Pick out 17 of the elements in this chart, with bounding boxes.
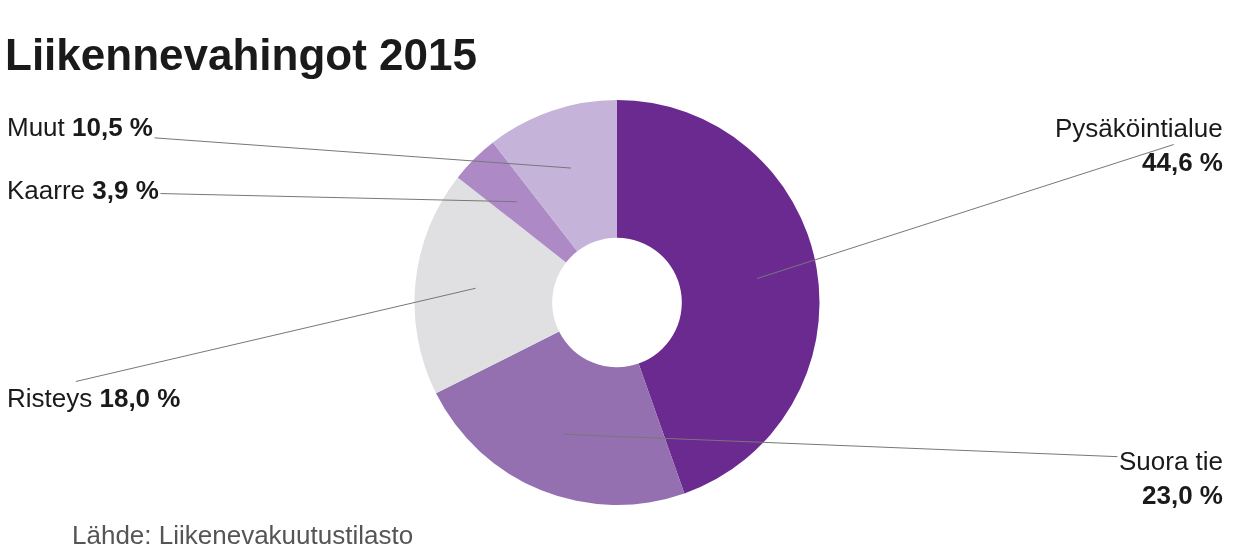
slice-label: Muut (7, 112, 65, 142)
data-label: 44,6 % (1142, 147, 1223, 177)
slice-label: Risteys (7, 383, 93, 413)
data-label: 10,5 % (72, 112, 153, 142)
donut-slice (492, 100, 617, 252)
donut-slice (414, 177, 567, 394)
slice-label: Suora tie (1119, 446, 1224, 476)
donut-slice (457, 142, 578, 263)
data-label: 3,9 % (92, 175, 159, 205)
text: Lähde: Liikenevakuutustilasto (72, 520, 414, 550)
slice-label: Pysäköintialue (1055, 113, 1223, 143)
donut-slice (617, 100, 820, 494)
data-label: 23,0 % (1142, 480, 1223, 510)
slice-label: Kaarre (7, 175, 86, 205)
donut-slice (436, 331, 685, 505)
chart-title: Liikennevahingot 2015 (5, 30, 477, 80)
data-label: 18,0 % (99, 383, 181, 413)
